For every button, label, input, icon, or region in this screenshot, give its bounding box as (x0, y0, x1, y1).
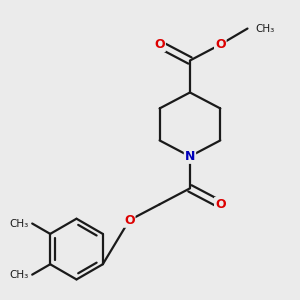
Text: O: O (215, 38, 226, 51)
Text: O: O (215, 198, 226, 211)
Text: O: O (154, 38, 165, 51)
Text: N: N (185, 150, 195, 163)
Text: CH₃: CH₃ (10, 270, 29, 280)
Text: CH₃: CH₃ (256, 24, 275, 34)
Text: CH₃: CH₃ (10, 218, 29, 229)
Text: O: O (124, 214, 134, 227)
